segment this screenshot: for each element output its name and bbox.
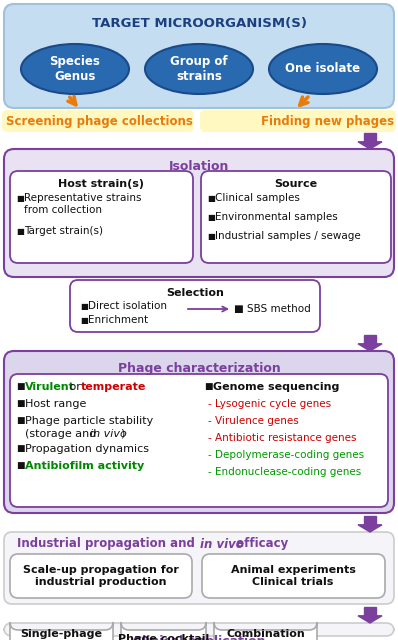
FancyBboxPatch shape [10, 622, 113, 640]
Text: Host range: Host range [25, 399, 86, 409]
Polygon shape [358, 142, 382, 149]
Text: Antibiofilm activity: Antibiofilm activity [25, 461, 144, 471]
FancyBboxPatch shape [202, 554, 385, 598]
Text: or: or [66, 382, 84, 392]
Text: Phage particle stability: Phage particle stability [25, 416, 153, 426]
Text: (storage and: (storage and [25, 429, 100, 439]
Text: temperate: temperate [81, 382, 146, 392]
Text: ■: ■ [207, 194, 215, 203]
Text: - Lysogenic cycle genes: - Lysogenic cycle genes [208, 399, 331, 409]
FancyBboxPatch shape [214, 622, 317, 640]
Text: ■: ■ [16, 416, 25, 425]
Text: efficacy: efficacy [232, 538, 288, 550]
Ellipse shape [269, 44, 377, 94]
FancyBboxPatch shape [70, 280, 320, 332]
Text: Industrial samples / sewage: Industrial samples / sewage [215, 231, 361, 241]
FancyBboxPatch shape [10, 554, 192, 598]
Polygon shape [364, 607, 376, 616]
Text: ■: ■ [80, 302, 88, 311]
Polygon shape [358, 616, 382, 623]
Text: Combination
therapy: Combination therapy [226, 628, 305, 640]
Ellipse shape [145, 44, 253, 94]
Text: Clinical application: Clinical application [133, 635, 265, 640]
Text: ■: ■ [204, 382, 213, 391]
Text: Species
Genus: Species Genus [50, 55, 100, 83]
Text: ■: ■ [16, 399, 25, 408]
Text: Group of
strains: Group of strains [170, 55, 228, 83]
Text: Host strain(s): Host strain(s) [58, 179, 144, 189]
Text: Scale-up propagation for
industrial production: Scale-up propagation for industrial prod… [23, 564, 179, 588]
Text: Target strain(s): Target strain(s) [24, 226, 103, 236]
Text: Direct isolation: Direct isolation [88, 301, 167, 311]
Text: ■: ■ [16, 461, 25, 470]
Text: Isolation: Isolation [169, 160, 229, 173]
FancyBboxPatch shape [121, 622, 206, 640]
FancyBboxPatch shape [2, 110, 194, 132]
Text: ■: ■ [80, 316, 88, 325]
FancyBboxPatch shape [4, 532, 394, 604]
Text: Single-phage
treatment: Single-phage treatment [21, 628, 103, 640]
Text: ■: ■ [16, 194, 24, 203]
Text: in vivo: in vivo [90, 429, 127, 439]
Text: Finding new phages: Finding new phages [261, 115, 394, 127]
Polygon shape [364, 133, 376, 142]
Polygon shape [358, 344, 382, 351]
Text: ■: ■ [16, 227, 24, 236]
Text: ■: ■ [16, 444, 25, 453]
Text: Selection: Selection [166, 288, 224, 298]
Polygon shape [364, 516, 376, 525]
Text: Environmental samples: Environmental samples [215, 212, 338, 222]
Ellipse shape [21, 44, 129, 94]
Polygon shape [364, 335, 376, 344]
Text: - Virulence genes: - Virulence genes [208, 416, 299, 426]
FancyBboxPatch shape [4, 149, 394, 277]
FancyBboxPatch shape [4, 351, 394, 513]
Text: ■: ■ [16, 382, 25, 391]
FancyBboxPatch shape [201, 171, 391, 263]
Text: ■: ■ [207, 213, 215, 222]
Text: Virulent: Virulent [25, 382, 75, 392]
Text: ■: ■ [207, 232, 215, 241]
Text: Screening phage collections: Screening phage collections [6, 115, 193, 127]
Text: Animal experiments
Clinical trials: Animal experiments Clinical trials [230, 564, 355, 588]
Text: TARGET MICROORGANISM(S): TARGET MICROORGANISM(S) [92, 17, 306, 30]
FancyBboxPatch shape [10, 171, 193, 263]
Text: Representative strains
from collection: Representative strains from collection [24, 193, 142, 214]
Text: Enrichment: Enrichment [88, 315, 148, 325]
Text: Propagation dynamics: Propagation dynamics [25, 444, 149, 454]
Text: Clinical samples: Clinical samples [215, 193, 300, 203]
Text: ): ) [120, 429, 124, 439]
Text: - Antibiotic resistance genes: - Antibiotic resistance genes [208, 433, 357, 443]
Text: Genome sequencing: Genome sequencing [213, 382, 339, 392]
FancyBboxPatch shape [4, 623, 394, 636]
Text: in vivo: in vivo [200, 538, 244, 550]
Text: One isolate: One isolate [285, 63, 361, 76]
Text: Industrial propagation and: Industrial propagation and [17, 538, 199, 550]
Text: - Endonuclease-coding genes: - Endonuclease-coding genes [208, 467, 361, 477]
Text: Phage characterization: Phage characterization [118, 362, 280, 375]
FancyBboxPatch shape [200, 110, 396, 132]
Text: - Depolymerase-coding genes: - Depolymerase-coding genes [208, 450, 364, 460]
Text: Phage cocktail: Phage cocktail [118, 634, 209, 640]
Polygon shape [358, 525, 382, 532]
FancyBboxPatch shape [4, 4, 394, 108]
Text: ■ SBS method: ■ SBS method [234, 304, 311, 314]
Text: Source: Source [275, 179, 318, 189]
FancyBboxPatch shape [10, 374, 388, 507]
